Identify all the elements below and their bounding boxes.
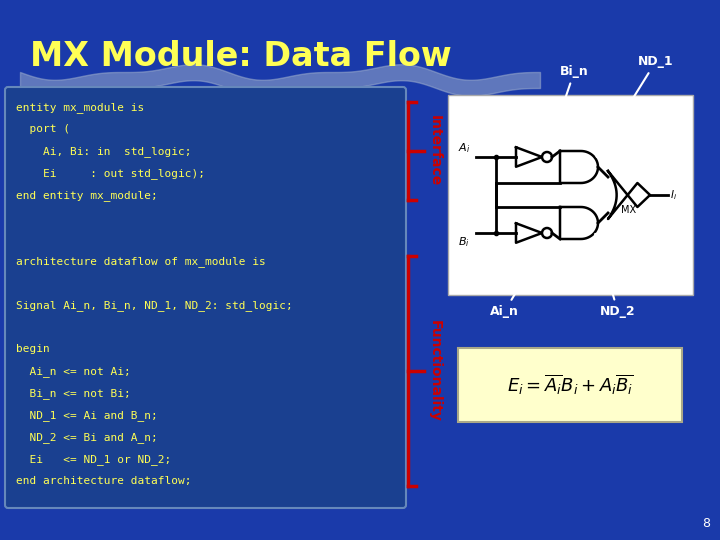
Text: ND_2 <= Bi and A_n;: ND_2 <= Bi and A_n;	[16, 432, 158, 443]
Text: MX: MX	[621, 205, 636, 215]
Polygon shape	[608, 171, 650, 219]
FancyBboxPatch shape	[458, 348, 682, 422]
Text: architecture dataflow of mx_module is: architecture dataflow of mx_module is	[16, 256, 266, 267]
Polygon shape	[516, 147, 542, 167]
Text: Bi_n <= not Bi;: Bi_n <= not Bi;	[16, 388, 131, 399]
Text: entity mx_module is: entity mx_module is	[16, 102, 144, 113]
Circle shape	[542, 228, 552, 238]
Polygon shape	[560, 151, 598, 183]
Text: ND_1 <= Ai and B_n;: ND_1 <= Ai and B_n;	[16, 410, 158, 421]
Text: $B_i$: $B_i$	[458, 235, 469, 249]
Text: Ai_n: Ai_n	[490, 244, 545, 318]
Text: port (: port (	[16, 124, 70, 134]
Text: Ei     : out std_logic);: Ei : out std_logic);	[16, 168, 205, 179]
Text: Ai, Bi: in  std_logic;: Ai, Bi: in std_logic;	[16, 146, 192, 157]
FancyBboxPatch shape	[5, 87, 406, 508]
Text: Functionality: Functionality	[428, 320, 442, 422]
Text: $A_i$: $A_i$	[458, 141, 470, 155]
Text: $E_i = \overline{A_i}B_i + A_i\overline{B_i}$: $E_i = \overline{A_i}B_i + A_i\overline{…	[507, 373, 634, 397]
Text: MX Module: Data Flow: MX Module: Data Flow	[30, 40, 451, 73]
Text: Signal Ai_n, Bi_n, ND_1, ND_2: std_logic;: Signal Ai_n, Bi_n, ND_1, ND_2: std_logic…	[16, 300, 293, 311]
Text: begin: begin	[16, 344, 50, 354]
Polygon shape	[516, 223, 542, 243]
Text: Bi_n: Bi_n	[549, 65, 589, 144]
Text: 8: 8	[702, 517, 710, 530]
Circle shape	[542, 152, 552, 162]
Text: ND_1: ND_1	[597, 55, 674, 157]
Text: Ei   <= ND_1 or ND_2;: Ei <= ND_1 or ND_2;	[16, 454, 171, 465]
Text: ND_2: ND_2	[595, 234, 636, 318]
Text: end architecture dataflow;: end architecture dataflow;	[16, 476, 192, 486]
Polygon shape	[560, 207, 598, 239]
Text: Interface: Interface	[428, 116, 442, 187]
Text: Ai_n <= not Ai;: Ai_n <= not Ai;	[16, 366, 131, 377]
FancyBboxPatch shape	[448, 95, 693, 295]
Text: end entity mx_module;: end entity mx_module;	[16, 190, 158, 201]
Text: $I_i$: $I_i$	[670, 188, 677, 202]
